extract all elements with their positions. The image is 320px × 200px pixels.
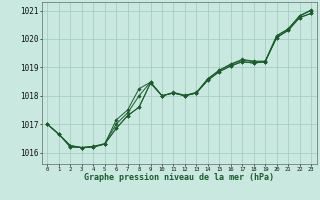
X-axis label: Graphe pression niveau de la mer (hPa): Graphe pression niveau de la mer (hPa) xyxy=(84,173,274,182)
